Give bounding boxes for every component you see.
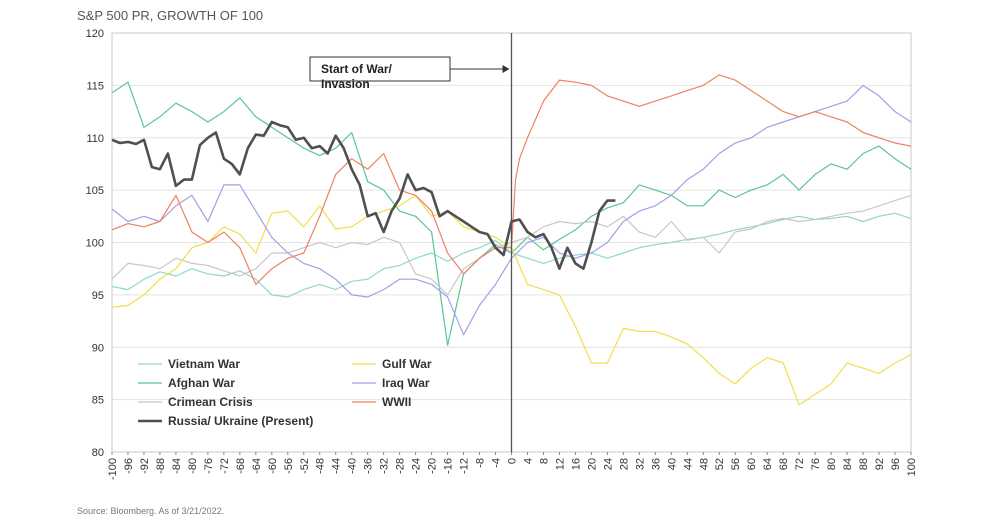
x-axis-ticks: -100 -96 -92 -88 -84 -80 -76 -72 -68 -64 -60 -56 -52… xyxy=(107,452,918,480)
x-tick-label: 52 xyxy=(714,458,726,470)
y-tick-label: 115 xyxy=(86,80,104,92)
legend-label: Afghan War xyxy=(168,376,235,390)
x-tick-label: -52 xyxy=(299,458,311,474)
x-tick-label: -12 xyxy=(459,458,471,474)
y-tick-label: 105 xyxy=(86,185,104,197)
x-tick-label: 32 xyxy=(634,458,646,470)
x-tick-label: -40 xyxy=(347,458,359,474)
x-tick-label: -88 xyxy=(155,458,167,474)
x-tick-label: -32 xyxy=(379,458,391,474)
legend-label: Russia/ Ukraine (Present) xyxy=(168,414,313,428)
x-tick-label: 48 xyxy=(698,458,710,470)
legend-label: Iraq War xyxy=(382,376,430,390)
x-tick-label: 24 xyxy=(602,458,614,470)
x-tick-label: -44 xyxy=(331,458,343,474)
x-tick-label: 84 xyxy=(842,458,854,470)
x-tick-label: -76 xyxy=(203,458,215,474)
x-tick-label: -24 xyxy=(411,458,423,474)
x-tick-label: 56 xyxy=(730,458,742,470)
x-tick-label: 92 xyxy=(874,458,886,470)
x-tick-label: -28 xyxy=(395,458,407,474)
y-tick-label: 110 xyxy=(86,133,104,145)
x-tick-label: 0 xyxy=(507,458,519,464)
x-tick-label: 12 xyxy=(554,458,566,470)
x-tick-label: 64 xyxy=(762,458,774,470)
x-tick-label: -4 xyxy=(491,458,503,468)
y-tick-label: 85 xyxy=(92,395,104,407)
series-line-wwii xyxy=(111,74,912,285)
x-tick-label: 4 xyxy=(522,458,534,464)
y-tick-label: 100 xyxy=(86,238,104,250)
annotation-line-2: Invasion xyxy=(321,77,370,91)
x-tick-label: -84 xyxy=(171,458,183,474)
x-tick-label: 40 xyxy=(666,458,678,470)
x-tick-label: -20 xyxy=(427,458,439,474)
x-tick-label: 76 xyxy=(810,458,822,470)
x-tick-label: -80 xyxy=(187,458,199,474)
x-tick-label: 80 xyxy=(826,458,838,470)
start-of-war-annotation: Start of War/ Invasion xyxy=(309,56,510,91)
series-lines xyxy=(111,74,912,406)
x-tick-label: -68 xyxy=(235,458,247,474)
source-note: Source: Bloomberg. As of 3/21/2022. xyxy=(77,506,225,516)
y-tick-label: 120 xyxy=(86,28,104,40)
x-tick-label: 60 xyxy=(746,458,758,470)
x-tick-label: 20 xyxy=(586,458,598,470)
x-tick-label: 28 xyxy=(618,458,630,470)
x-tick-label: -96 xyxy=(123,458,135,474)
y-tick-label: 90 xyxy=(92,342,104,354)
x-tick-label: -16 xyxy=(443,458,455,474)
x-tick-label: 72 xyxy=(794,458,806,470)
x-tick-label: -36 xyxy=(363,458,375,474)
x-tick-label: 36 xyxy=(650,458,662,470)
x-tick-label: 8 xyxy=(538,458,550,464)
x-tick-label: 88 xyxy=(858,458,870,470)
x-tick-label: -60 xyxy=(267,458,279,474)
annotation-arrow-head xyxy=(502,65,510,73)
y-tick-label: 80 xyxy=(92,447,104,459)
y-axis-ticks: 80 85 90 95 100 105 110 115 120 xyxy=(86,28,104,459)
x-tick-label: -48 xyxy=(315,458,327,474)
legend-label: Crimean Crisis xyxy=(168,395,253,409)
legend-label: Gulf War xyxy=(382,357,432,371)
x-tick-label: 96 xyxy=(890,458,902,470)
annotation-line-1: Start of War/ xyxy=(321,62,393,76)
x-tick-label: -100 xyxy=(107,458,119,480)
legend-label: Vietnam War xyxy=(168,357,240,371)
x-tick-label: 68 xyxy=(778,458,790,470)
x-tick-label: 100 xyxy=(906,458,918,476)
legend: Vietnam War Gulf War Afghan War Iraq War Cri… xyxy=(138,357,432,428)
series-line-russia-ukraine-present- xyxy=(111,120,616,271)
legend-label: WWII xyxy=(382,395,411,409)
x-tick-label: -92 xyxy=(139,458,151,474)
x-tick-label: 16 xyxy=(570,458,582,470)
x-tick-label: -72 xyxy=(219,458,231,474)
x-tick-label: -56 xyxy=(283,458,295,474)
y-tick-label: 95 xyxy=(92,290,104,302)
x-tick-label: -64 xyxy=(251,458,263,474)
x-tick-label: -8 xyxy=(475,458,487,468)
x-tick-label: 44 xyxy=(682,458,694,470)
chart-title: S&P 500 PR, GROWTH OF 100 xyxy=(77,8,264,23)
